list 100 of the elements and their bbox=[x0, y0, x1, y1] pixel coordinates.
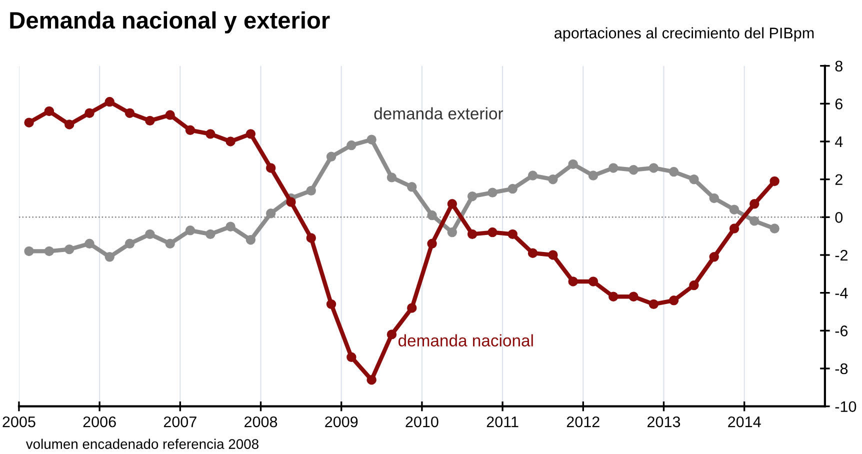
point bbox=[689, 280, 699, 290]
point bbox=[266, 208, 276, 218]
point bbox=[770, 224, 780, 234]
point bbox=[64, 244, 74, 254]
point bbox=[407, 303, 417, 313]
x-tick-label: 2013 bbox=[648, 416, 680, 428]
chart-subtitle: aportaciones al crecimiento del PIBpm bbox=[554, 27, 814, 42]
point bbox=[44, 246, 54, 256]
chart-title: Demanda nacional y exterior bbox=[10, 11, 330, 34]
x-tick-label: 2014 bbox=[728, 416, 761, 428]
point bbox=[648, 299, 659, 310]
point bbox=[628, 165, 638, 175]
point bbox=[407, 182, 417, 192]
y-tick-label: -6 bbox=[835, 326, 848, 336]
point bbox=[24, 118, 34, 128]
point bbox=[467, 229, 478, 240]
point bbox=[306, 186, 316, 196]
point bbox=[346, 352, 356, 362]
point bbox=[24, 246, 34, 256]
point bbox=[447, 199, 458, 209]
point bbox=[386, 172, 397, 182]
series-label: demanda nacional bbox=[398, 334, 533, 346]
point bbox=[165, 110, 175, 120]
point bbox=[608, 292, 618, 302]
y-tick-label: 2 bbox=[835, 174, 842, 185]
point bbox=[104, 96, 114, 107]
point bbox=[750, 216, 760, 226]
point bbox=[729, 204, 740, 214]
point bbox=[266, 163, 276, 173]
point bbox=[286, 197, 296, 207]
y-tick-label: -2 bbox=[835, 250, 848, 261]
point bbox=[770, 176, 780, 186]
x-tick-label: 2009 bbox=[325, 416, 358, 428]
point bbox=[84, 108, 94, 118]
point bbox=[185, 125, 196, 136]
y-tick-label: 8 bbox=[835, 60, 842, 72]
point bbox=[588, 170, 598, 180]
y-tick-label: 0 bbox=[835, 212, 843, 223]
point bbox=[628, 292, 638, 302]
point bbox=[124, 238, 135, 249]
point bbox=[326, 152, 336, 162]
point bbox=[104, 252, 114, 262]
point bbox=[548, 250, 558, 260]
point bbox=[528, 170, 538, 180]
point bbox=[226, 222, 236, 232]
y-tick-label: -4 bbox=[835, 288, 848, 298]
point bbox=[568, 276, 578, 286]
point bbox=[709, 193, 719, 204]
point bbox=[648, 163, 659, 173]
text: volumen encadenado referencia 2008 bbox=[26, 438, 258, 449]
y-tick-label: -8 bbox=[835, 363, 848, 374]
x-tick-label: 2007 bbox=[164, 416, 196, 428]
point bbox=[729, 224, 740, 234]
point bbox=[226, 136, 236, 146]
point bbox=[427, 238, 437, 249]
point bbox=[668, 296, 679, 306]
point bbox=[467, 191, 478, 202]
point bbox=[165, 238, 175, 249]
point bbox=[246, 235, 256, 245]
point bbox=[488, 188, 498, 198]
point bbox=[689, 174, 699, 184]
point bbox=[608, 163, 618, 173]
x-tick-label: 2008 bbox=[244, 416, 278, 428]
series-label: demanda exterior bbox=[374, 107, 504, 120]
point bbox=[145, 229, 155, 240]
y-tick-label: 4 bbox=[835, 136, 843, 148]
point bbox=[528, 248, 538, 258]
point bbox=[124, 108, 135, 118]
point bbox=[44, 106, 54, 116]
point bbox=[548, 174, 558, 184]
point bbox=[386, 330, 397, 340]
point bbox=[64, 120, 74, 130]
y-tick-label: -10 bbox=[835, 401, 856, 412]
point bbox=[206, 229, 216, 240]
point bbox=[588, 276, 598, 286]
y-tick-label: 6 bbox=[835, 98, 842, 110]
point bbox=[306, 233, 316, 243]
point bbox=[366, 374, 376, 385]
point bbox=[246, 129, 256, 139]
x-tick-label: 2006 bbox=[83, 416, 116, 428]
point bbox=[427, 210, 437, 220]
point bbox=[508, 229, 518, 240]
point bbox=[206, 129, 216, 139]
point bbox=[145, 116, 155, 126]
point bbox=[508, 184, 518, 194]
point bbox=[709, 252, 719, 262]
point bbox=[84, 238, 94, 249]
point bbox=[668, 166, 679, 177]
point bbox=[568, 159, 578, 170]
point bbox=[366, 134, 376, 144]
point bbox=[346, 140, 356, 150]
x-tick-label: 2012 bbox=[566, 416, 600, 428]
x-tick-label: 2010 bbox=[406, 416, 438, 428]
x-tick-label: 2011 bbox=[486, 416, 518, 428]
point bbox=[185, 226, 196, 236]
point bbox=[488, 227, 498, 238]
point bbox=[447, 227, 458, 238]
x-tick-label: 2005 bbox=[2, 416, 36, 428]
point bbox=[326, 299, 336, 310]
point bbox=[750, 199, 760, 209]
